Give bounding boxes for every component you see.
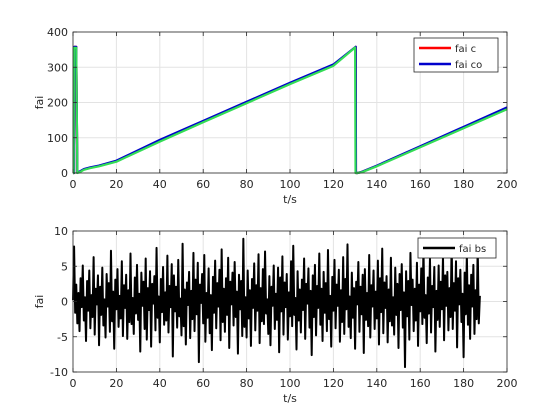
y-tick-label: 0 [61, 167, 68, 180]
legend-box [413, 37, 499, 73]
x-tick-label: 60 [196, 178, 210, 191]
x-tick-label: 160 [410, 377, 431, 390]
x-axis-label: t/s [283, 392, 297, 405]
x-tick-label: 0 [70, 377, 77, 390]
x-tick-label: 160 [410, 178, 431, 191]
x-tick-label: 80 [240, 377, 254, 390]
x-tick-label: 200 [497, 178, 518, 191]
x-tick-label: 40 [153, 377, 167, 390]
y-tick-label: -10 [50, 366, 68, 379]
x-tick-label: 120 [323, 178, 344, 191]
x-tick-label: 20 [109, 178, 123, 191]
y-tick-label: 400 [47, 26, 68, 39]
top-plot: 0 20 40 60 80 100 120 140 160 180 200 0 100 200 300 400… [33, 26, 518, 206]
x-tick-label: 0 [70, 178, 77, 191]
x-tick-label: 40 [153, 178, 167, 191]
y-tick-label: 10 [54, 225, 68, 238]
x-tick-label: 60 [196, 377, 210, 390]
y-tick-label: 300 [47, 61, 68, 74]
bottom-plot: 0 20 40 60 80 100 120 140 160 180 200 -10 -5 0 5 10 t/s f… [33, 225, 518, 405]
x-tick-label: 200 [497, 377, 518, 390]
x-tick-label: 140 [366, 178, 387, 191]
y-tick-label: 200 [47, 97, 68, 110]
y-tick-label: -5 [57, 331, 68, 344]
x-tick-label: 120 [323, 377, 344, 390]
legend: fai bs [417, 237, 497, 259]
x-tick-label: 180 [453, 178, 474, 191]
series-line-2 [72, 46, 508, 175]
x-tick-label: 100 [280, 377, 301, 390]
x-tick-label: 140 [366, 377, 387, 390]
x-tick-label: 20 [109, 377, 123, 390]
series-line-0 [72, 237, 481, 369]
x-axis-label: t/s [283, 193, 297, 206]
y-axis-label: fai [33, 295, 46, 309]
legend-label-0: fai c [455, 44, 476, 55]
y-tick-label: 100 [47, 132, 68, 145]
x-tick-label: 80 [240, 178, 254, 191]
y-tick-label: 5 [61, 260, 68, 273]
legend-label-0: fai bs [459, 244, 486, 255]
y-tick-label: 0 [61, 296, 68, 309]
legend-box [417, 237, 497, 259]
x-tick-label: 100 [280, 178, 301, 191]
legend: fai c fai co [413, 37, 499, 73]
legend-label-1: fai co [455, 60, 482, 71]
y-axis-label: fai [33, 96, 46, 110]
x-tick-label: 180 [453, 377, 474, 390]
